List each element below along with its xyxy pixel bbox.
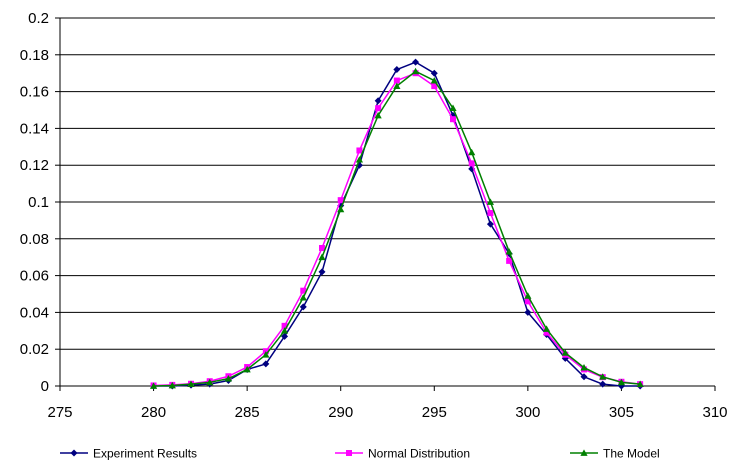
data-point	[524, 308, 532, 316]
data-point	[450, 116, 456, 123]
data-point	[262, 351, 270, 358]
data-point	[299, 303, 307, 311]
data-point	[299, 294, 307, 301]
data-point	[543, 329, 550, 336]
y-tick-label: 0.14	[20, 120, 49, 137]
data-point	[468, 160, 475, 167]
grid-lines	[60, 17, 715, 350]
data-point	[431, 83, 438, 90]
legend: Experiment Results Normal Distribution The…	[60, 447, 660, 461]
y-tick-label: 0.18	[20, 47, 49, 64]
plot-series	[149, 58, 644, 390]
x-tick-label: 300	[515, 404, 540, 421]
series-line	[153, 70, 641, 387]
data-point	[319, 245, 325, 251]
series-1	[150, 70, 644, 389]
legend-label: Normal Distribution	[368, 447, 470, 461]
y-tick-label: 0.06	[20, 268, 49, 285]
x-tick-label: 275	[47, 404, 72, 421]
series-2	[149, 67, 644, 389]
x-tick-label: 285	[235, 404, 260, 421]
x-tick-label: 290	[328, 404, 353, 421]
data-point	[375, 105, 382, 112]
data-point	[281, 322, 288, 329]
data-point	[487, 210, 494, 217]
data-point	[393, 77, 400, 84]
data-point	[561, 349, 569, 356]
data-point	[599, 380, 607, 388]
legend-item-2: The Model	[570, 447, 660, 461]
x-tick-label: 295	[422, 404, 447, 421]
data-point	[617, 378, 626, 386]
data-point	[412, 58, 420, 66]
data-point	[636, 380, 644, 388]
y-tick-label: 0.12	[20, 157, 49, 174]
data-point	[580, 364, 588, 371]
series-line	[153, 61, 641, 387]
data-point	[337, 197, 344, 204]
y-tick-label: 0.08	[20, 231, 49, 248]
data-point	[393, 82, 401, 89]
legend-label: Experiment Results	[93, 447, 197, 461]
legend-label: The Model	[603, 447, 660, 461]
data-point	[411, 67, 420, 75]
data-point	[430, 69, 438, 77]
data-point	[243, 365, 251, 373]
series-line	[153, 72, 641, 387]
data-point	[524, 298, 531, 305]
y-tick-label: 0.16	[20, 84, 49, 101]
legend-marker	[580, 449, 588, 456]
data-point	[318, 253, 326, 261]
series-0	[150, 58, 644, 390]
legend-item-0: Experiment Results	[60, 447, 197, 461]
data-point	[449, 104, 457, 112]
y-tick-label: 0.04	[20, 304, 49, 321]
data-point	[262, 360, 270, 368]
data-point	[355, 156, 364, 163]
data-point	[356, 147, 363, 154]
legend-item-1: Normal Distribution	[335, 447, 470, 461]
data-point	[168, 381, 176, 389]
legend-marker	[70, 449, 78, 457]
y-tick-label: 0	[41, 378, 49, 395]
x-tick-label: 280	[141, 404, 166, 421]
data-point	[187, 380, 195, 388]
data-point	[524, 292, 532, 299]
data-point	[374, 97, 382, 105]
data-point	[300, 287, 307, 294]
data-point	[430, 76, 438, 84]
data-point	[505, 248, 513, 255]
data-point	[281, 332, 289, 340]
y-tick-label: 0.1	[28, 194, 49, 211]
legend-marker	[346, 450, 352, 456]
axes: 0 0.02 0.04 0.06 0.08 0.1 0.12 0.14 0.16 0.18 0.2 2…	[20, 10, 728, 421]
data-point	[599, 373, 607, 380]
data-point	[393, 66, 401, 74]
x-tick-label: 310	[702, 404, 727, 421]
y-tick-label: 0.02	[20, 341, 49, 358]
data-point	[580, 373, 588, 381]
data-point	[280, 327, 289, 334]
data-point	[542, 325, 551, 332]
data-point	[206, 378, 214, 386]
data-point	[337, 205, 345, 213]
data-point	[149, 382, 158, 389]
y-tick-label: 0.2	[28, 10, 49, 27]
data-point	[468, 148, 476, 156]
data-point	[486, 220, 494, 228]
data-point	[506, 257, 513, 264]
data-point	[318, 268, 326, 276]
x-tick-label: 305	[609, 404, 634, 421]
data-point	[224, 375, 233, 382]
data-point	[486, 198, 495, 205]
data-point	[374, 111, 382, 119]
